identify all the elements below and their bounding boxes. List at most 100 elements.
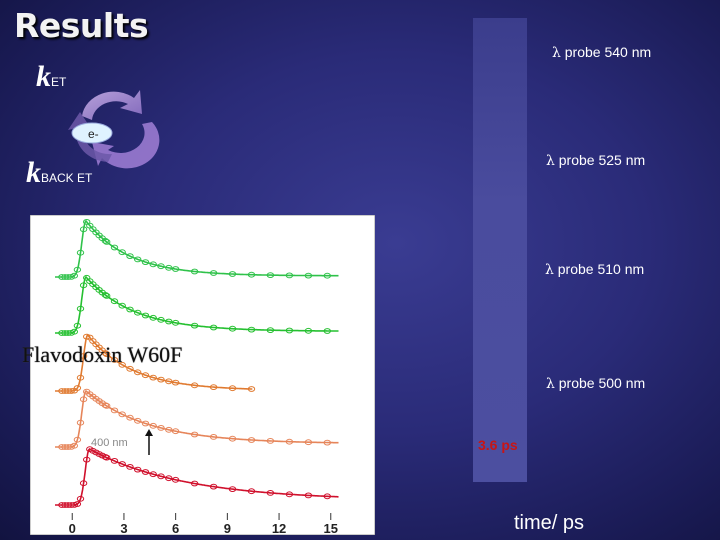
data-point-3-17	[118, 411, 126, 418]
data-point-4-24	[171, 476, 180, 483]
electron-label: e-	[88, 127, 99, 141]
data-point-2-23	[165, 378, 173, 385]
cycle-arrow-top-icon	[82, 90, 142, 120]
data-point-1-29	[266, 327, 275, 333]
data-point-0-26	[209, 270, 218, 276]
x-tick-label-1: 3	[120, 521, 127, 535]
data-point-0-28	[247, 271, 256, 278]
data-point-0-24	[171, 266, 180, 272]
series-line-3	[55, 389, 339, 448]
data-point-4-23	[165, 475, 173, 482]
reference-wavelength-label: 400 nm	[91, 437, 128, 449]
data-point-4-31	[304, 492, 313, 499]
probe-500: λ probe 500 nm	[546, 375, 646, 392]
data-point-3-26	[209, 434, 218, 440]
data-point-4-16	[110, 458, 119, 464]
series-line-0	[55, 219, 339, 278]
data-point-3-28	[247, 437, 256, 443]
data-point-0-7	[79, 226, 88, 233]
data-point-3-5	[73, 436, 82, 443]
data-point-2-25	[190, 382, 199, 389]
data-point-3-6	[76, 419, 85, 426]
data-point-3-14	[101, 402, 110, 409]
data-point-3-29	[266, 438, 275, 444]
data-point-2-19	[134, 369, 142, 376]
k-et-label: kET	[36, 60, 67, 93]
x-tick-label-4: 12	[272, 521, 286, 535]
data-point-2-27	[228, 385, 237, 392]
data-point-0-19	[134, 256, 142, 263]
data-point-1-19	[134, 309, 142, 316]
data-point-3-25	[190, 431, 199, 438]
data-point-3-24	[171, 428, 180, 435]
data-point-4-32	[323, 493, 331, 500]
data-point-1-23	[165, 318, 173, 325]
data-point-4-22	[157, 473, 165, 480]
data-point-0-32	[323, 272, 331, 279]
data-point-0-30	[285, 272, 294, 279]
data-point-3-16	[110, 407, 119, 414]
data-point-2-28	[247, 386, 256, 392]
data-point-2-18	[126, 365, 134, 372]
data-point-1-24	[171, 319, 180, 326]
series-3	[55, 388, 339, 450]
data-point-1-30	[285, 327, 294, 334]
data-point-1-4	[70, 328, 78, 335]
k-back-et-subscript: BACK ET	[41, 171, 93, 185]
data-point-2-26	[209, 384, 218, 391]
data-point-1-21	[149, 314, 157, 321]
data-point-4-21	[149, 471, 157, 478]
data-point-0-5	[73, 266, 82, 273]
data-point-0-4	[70, 272, 78, 279]
data-point-4-7	[79, 480, 88, 487]
series-1	[55, 274, 339, 336]
data-point-0-6	[76, 249, 85, 256]
data-point-2-6	[76, 374, 85, 381]
data-point-3-32	[323, 439, 331, 446]
data-point-1-18	[126, 306, 134, 313]
series-line-1	[55, 275, 339, 334]
data-point-2-20	[141, 372, 150, 379]
data-point-3-21	[149, 422, 157, 429]
protein-label: Flavodoxin W60F	[22, 342, 183, 367]
kinetics-chart: 0 3 6 9 12 15	[30, 215, 375, 535]
data-point-0-14	[101, 237, 110, 244]
x-tick-label-2: 6	[172, 521, 179, 535]
data-point-4-6	[76, 495, 85, 502]
x-tick-label-5: 15	[324, 521, 338, 535]
data-point-4-26	[209, 483, 218, 490]
data-point-1-27	[228, 325, 237, 332]
data-point-3-20	[141, 420, 150, 427]
data-point-0-31	[304, 272, 313, 279]
data-point-3-19	[134, 417, 142, 424]
data-point-3-22	[157, 425, 165, 431]
data-point-0-20	[141, 259, 150, 265]
data-point-1-7	[79, 282, 88, 289]
data-point-0-16	[110, 244, 119, 251]
data-point-1-28	[247, 326, 256, 333]
data-point-4-17	[118, 461, 126, 467]
electron-transfer-cycle-icon: e-	[68, 90, 160, 169]
series-0	[55, 219, 339, 280]
cycle-arrow-left-icon	[68, 112, 112, 162]
data-point-3-27	[228, 435, 237, 442]
slide-title: Results	[14, 6, 149, 45]
data-point-4-30	[285, 491, 294, 498]
data-point-1-31	[304, 327, 313, 334]
data-point-3-23	[165, 426, 173, 433]
data-point-0-15	[103, 239, 111, 245]
electron-bubble	[71, 122, 113, 144]
data-point-0-25	[190, 268, 199, 275]
data-point-2-22	[157, 376, 165, 383]
data-point-4-5	[73, 501, 82, 507]
probe-540: λ probe 540 nm	[552, 44, 652, 61]
data-point-3-4	[70, 442, 78, 449]
data-point-4-29	[266, 490, 275, 496]
probe-highlight-column	[473, 18, 527, 482]
probe-510: λ probe 510 nm	[545, 261, 645, 278]
data-point-1-32	[323, 328, 331, 334]
data-point-1-22	[157, 316, 165, 323]
data-point-1-16	[110, 298, 119, 305]
x-axis-title: time/ ps	[514, 512, 585, 534]
x-tick-label-0: 0	[69, 521, 76, 535]
